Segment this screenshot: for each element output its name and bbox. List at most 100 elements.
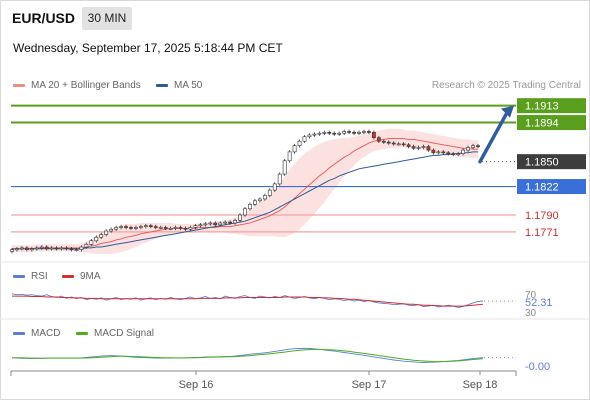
candle-body (262, 195, 267, 200)
candle (10, 247, 14, 254)
candle (381, 139, 386, 144)
timeframe-button[interactable]: 30 MIN (82, 7, 132, 30)
candle-body (89, 240, 94, 245)
candle (94, 235, 99, 243)
candle-body (148, 225, 153, 227)
candle-body (54, 247, 59, 250)
legend-rsi: RSI (13, 271, 48, 282)
price-tag-current (517, 154, 586, 170)
candle-body (287, 151, 292, 162)
candle (287, 150, 292, 163)
candle-body (312, 133, 317, 136)
candle-body (292, 145, 297, 153)
legend-macd-label: MACD (31, 328, 61, 339)
candle (109, 227, 114, 233)
candle-body (352, 132, 356, 134)
candle (173, 225, 178, 231)
candle-body (367, 131, 371, 133)
candle (312, 132, 317, 137)
candle (386, 140, 391, 145)
candle (238, 213, 242, 223)
candle (208, 221, 213, 226)
candle-body (302, 136, 307, 142)
candle (456, 151, 461, 157)
candle (317, 131, 322, 136)
candle (396, 142, 401, 146)
candle-body (153, 226, 158, 228)
candle-body (69, 248, 74, 251)
candle (15, 247, 19, 252)
candle (357, 130, 361, 135)
candle (347, 129, 352, 135)
candle (441, 150, 446, 155)
candle-body (297, 140, 302, 146)
ma20-line (12, 138, 478, 250)
candle-body (317, 132, 322, 135)
candle (34, 246, 39, 251)
candle-body (471, 145, 475, 148)
candle-body (109, 228, 114, 232)
legend-macd-signal: MACD Signal (76, 328, 154, 339)
rsi-tick-70: 70 (525, 290, 537, 301)
candle-body (253, 200, 257, 205)
candle-body (446, 152, 451, 155)
candle (218, 221, 223, 227)
candle (352, 130, 356, 135)
candle-body (129, 227, 133, 229)
candle-body (124, 226, 128, 228)
candle-body (213, 222, 218, 226)
candle-body (337, 132, 342, 135)
candle-body (10, 249, 14, 252)
candle (476, 143, 480, 149)
candle (451, 151, 456, 157)
candle (342, 129, 347, 135)
candle (198, 223, 203, 228)
candle-body (396, 143, 401, 146)
candle-body (466, 147, 470, 151)
price-label-current: 1.1850 (525, 157, 559, 169)
candle-body (421, 146, 426, 148)
candle-body (34, 247, 39, 250)
candle-body (84, 244, 89, 248)
candle-body (228, 221, 233, 224)
price-label-resistance: 1.1913 (525, 101, 559, 113)
candle-body (218, 222, 223, 226)
candle (213, 221, 218, 227)
candle-body (327, 132, 332, 134)
candle (421, 144, 426, 150)
candle-body (44, 246, 49, 250)
x-tick-label: Sep 17 (352, 379, 387, 391)
candle-body (74, 249, 79, 251)
candle (332, 131, 337, 136)
rsi-tick-30: 30 (525, 308, 537, 319)
candle (49, 246, 54, 251)
candle-body (461, 149, 466, 154)
candle-body (59, 247, 64, 250)
candle (54, 246, 59, 251)
candle-body (208, 222, 213, 225)
candle-body (451, 153, 456, 155)
candle (129, 225, 133, 231)
candle-body (15, 248, 19, 251)
candle (466, 145, 470, 152)
candle-body (173, 227, 178, 229)
candle (233, 218, 237, 225)
candle-body (371, 132, 376, 138)
legend-rsi-label: RSI (31, 271, 48, 282)
legend-ma20-swatch (13, 84, 25, 87)
legend-rsi-ma-label: 9MA (80, 271, 101, 282)
candle (307, 133, 312, 139)
candle-body (307, 134, 312, 138)
candle (411, 144, 416, 151)
candle-body (332, 132, 337, 135)
price-label-support: 1.1790 (525, 210, 559, 222)
candle-body (178, 227, 183, 229)
candle (446, 151, 451, 156)
candle (148, 223, 153, 229)
candle-body (476, 145, 480, 147)
price-tag-pivot (517, 179, 586, 195)
candle-body (431, 149, 436, 154)
candle (471, 143, 475, 150)
candle-body (322, 132, 327, 134)
